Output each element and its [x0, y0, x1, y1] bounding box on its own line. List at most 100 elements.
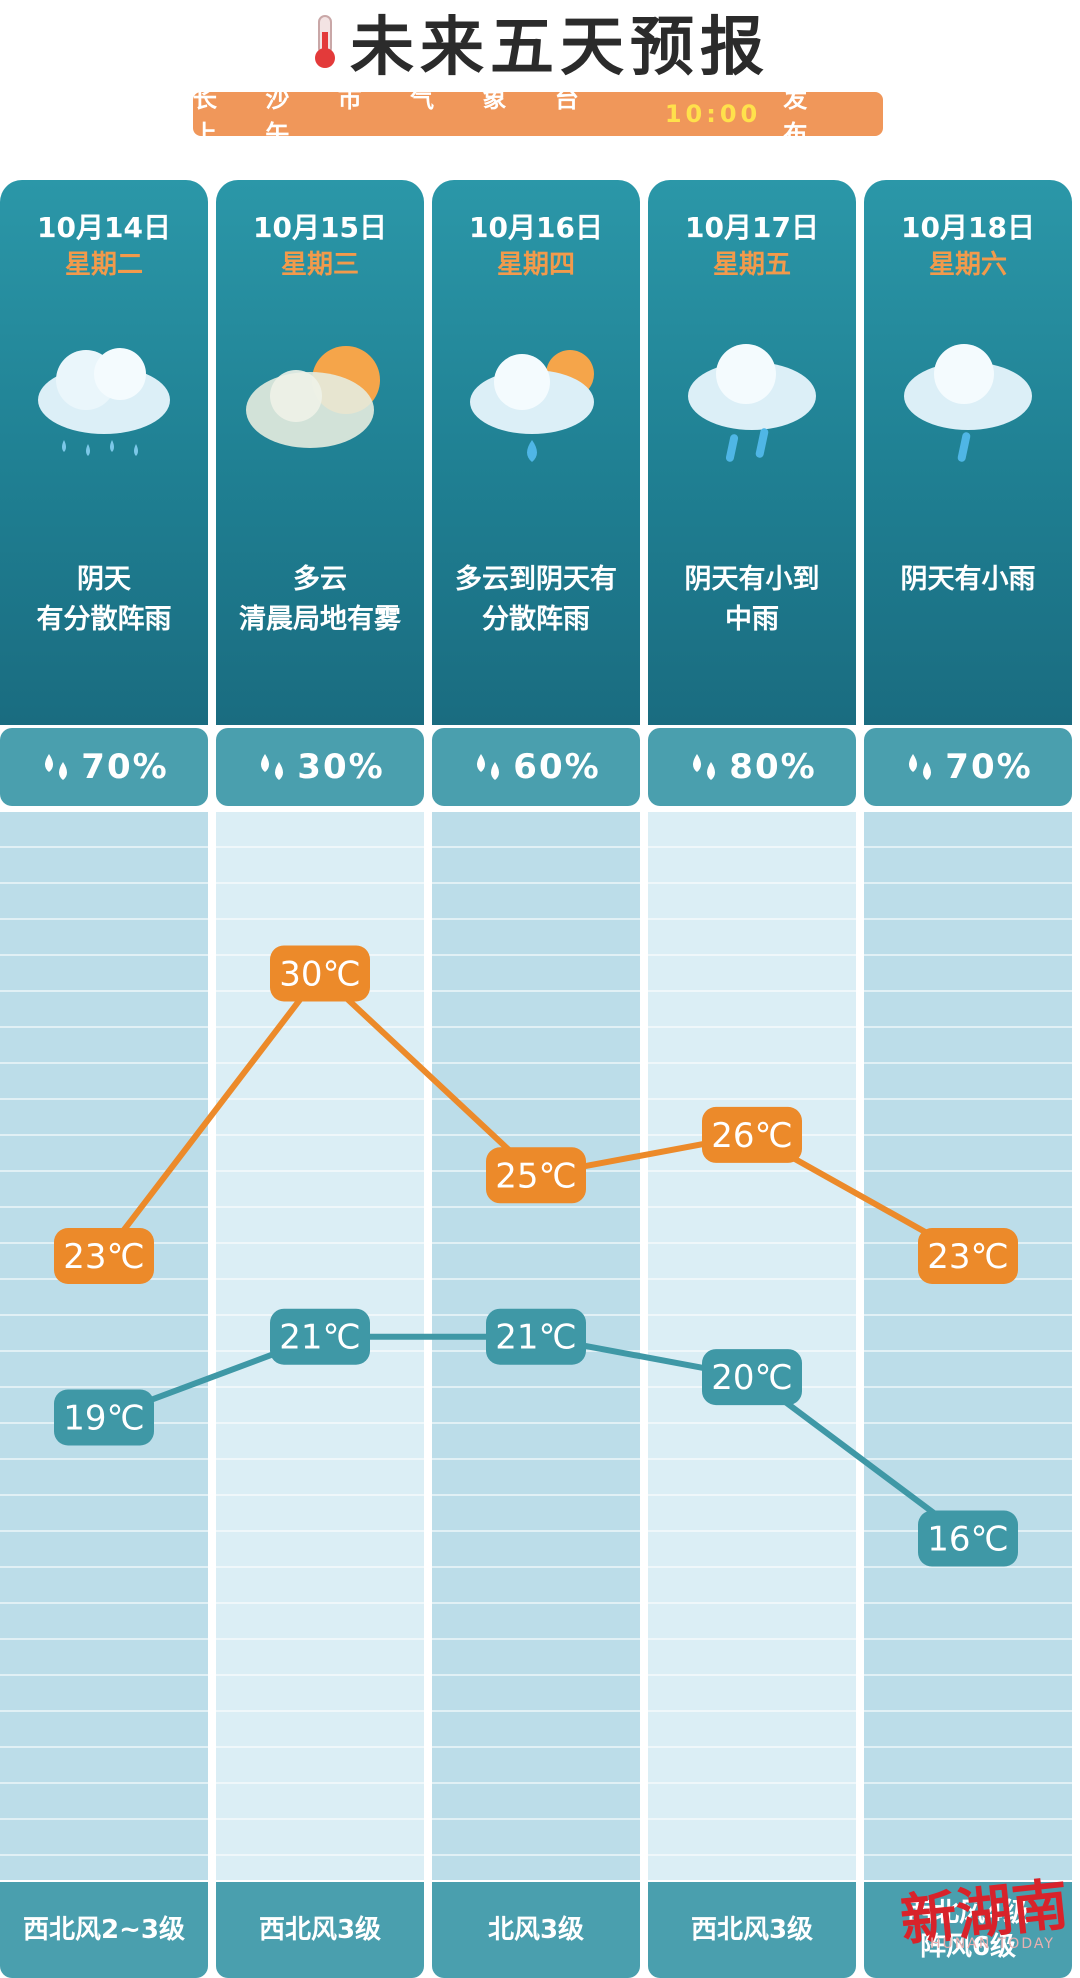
desc-line: 清晨局地有雾	[239, 604, 401, 635]
weather-desc: 多云 清晨局地有雾	[216, 560, 424, 640]
weekday-label: 星期二	[64, 250, 143, 280]
weekday-label: 星期五	[712, 250, 791, 280]
desc-line: 分散阵雨	[482, 604, 590, 635]
weekday-label: 星期六	[928, 250, 1007, 280]
water-drops-icon	[45, 754, 68, 780]
temp-marker	[54, 1228, 154, 1284]
temp-marker	[270, 945, 370, 1002]
temp-point: 23℃	[918, 1228, 1018, 1284]
temp-marker	[918, 1228, 1018, 1284]
temp-label: 30℃	[279, 954, 360, 994]
date-label: 10月18日	[901, 211, 1035, 244]
wind-info: 西北风3级	[216, 1882, 424, 1978]
date-label: 10月17日	[685, 211, 819, 244]
weather-desc: 阴天有小雨	[864, 560, 1072, 600]
temp-point: 26℃	[702, 1106, 802, 1163]
date-label: 10月14日	[37, 211, 171, 244]
temp-label: 16℃	[927, 1520, 1008, 1560]
chart-band	[864, 812, 1072, 1880]
temp-marker	[486, 1308, 586, 1365]
temp-point: 23℃	[54, 1228, 154, 1284]
day-card: 10月14日 星期二 阴天 有分散阵雨	[0, 180, 208, 725]
series-line-1	[102, 1333, 970, 1541]
desc-line: 多云到阴天有	[455, 564, 617, 595]
temp-marker	[702, 1106, 802, 1163]
sun-cloud-drop-icon	[470, 350, 594, 462]
day-card: 10月15日 星期三 多云 清晨局地有雾	[216, 180, 424, 725]
wind-info: 西北风2~3级	[0, 1882, 208, 1978]
desc-line: 阴天有小雨	[900, 564, 1036, 595]
temp-label: 20℃	[711, 1358, 792, 1398]
issue-time: 10:00	[664, 100, 762, 128]
title-text: 未来五天预报	[350, 11, 770, 85]
issuer-text: 长 沙 市 气 象 台 上 午	[193, 85, 599, 148]
wind-line: 西北风2~3级	[23, 1915, 185, 1945]
series-line-0	[101, 970, 970, 1259]
rain-value: 70%	[81, 747, 169, 787]
temp-point: 21℃	[486, 1308, 586, 1365]
desc-line: 阴天	[77, 564, 131, 595]
wind-line: 西北风4级	[906, 1898, 1030, 1928]
wind-info: 西北风3级	[648, 1882, 856, 1978]
wind-info: 西北风4级 阵风6级	[864, 1882, 1072, 1978]
wind-info: 北风3级	[432, 1882, 640, 1978]
date-label: 10月15日	[253, 211, 387, 244]
rain-chance: 70%	[0, 728, 208, 806]
temp-point: 19℃	[54, 1389, 154, 1446]
chart-band	[0, 812, 208, 1880]
water-drops-icon	[909, 754, 932, 780]
rain-value: 30%	[297, 747, 385, 787]
chart-band	[648, 812, 856, 1880]
rain-chance: 70%	[864, 728, 1072, 806]
temp-label: 21℃	[495, 1318, 576, 1358]
rain-chance: 30%	[216, 728, 424, 806]
light-rain-cloud-icon	[904, 344, 1032, 462]
weather-desc: 多云到阴天有 分散阵雨	[432, 560, 640, 640]
temp-marker	[54, 1389, 154, 1446]
temp-label: 21℃	[279, 1318, 360, 1358]
rain-cloud-icon	[38, 348, 170, 456]
temp-marker	[486, 1147, 586, 1204]
weather-desc: 阴天 有分散阵雨	[0, 560, 208, 640]
day-card: 10月17日 星期五 阴天有小到 中雨	[648, 180, 856, 725]
rain-chance: 60%	[432, 728, 640, 806]
day-card: 10月18日 星期六 阴天有小雨	[864, 180, 1072, 725]
desc-line: 有分散阵雨	[36, 604, 172, 635]
issue-suffix: 发 布	[783, 85, 828, 148]
wind-line: 阵风6级	[919, 1932, 1017, 1962]
weekday-label: 星期四	[496, 250, 575, 280]
temp-point: 21℃	[270, 1308, 370, 1365]
fog-sun-cloud-icon	[246, 346, 380, 448]
water-drops-icon	[477, 754, 500, 780]
temp-marker	[702, 1349, 802, 1406]
temp-label: 25℃	[495, 1156, 576, 1196]
temp-point: 20℃	[702, 1349, 802, 1406]
temp-label: 23℃	[63, 1237, 144, 1277]
temp-label: 23℃	[927, 1237, 1008, 1277]
desc-line: 中雨	[725, 604, 779, 635]
temp-marker	[270, 1308, 370, 1365]
issue-banner: 长 沙 市 气 象 台 上 午 10:00 发 布	[193, 85, 883, 148]
watermark-subtext: HUNAN TODAY	[930, 1936, 1055, 1952]
thermometer-icon	[315, 15, 335, 68]
rain-chance: 80%	[648, 728, 856, 806]
weekday-label: 星期三	[280, 250, 359, 280]
water-drops-icon	[261, 754, 284, 780]
page-title: 未来五天预报	[0, 0, 1080, 85]
wind-line: 西北风3级	[258, 1915, 382, 1945]
temp-point: 30℃	[270, 945, 370, 1002]
moderate-rain-cloud-icon	[688, 344, 816, 462]
date-label: 10月16日	[469, 211, 603, 244]
temp-point: 25℃	[486, 1147, 586, 1204]
temp-marker	[918, 1510, 1018, 1567]
wind-line: 西北风3级	[690, 1915, 814, 1945]
temp-label: 26℃	[711, 1116, 792, 1156]
rain-value: 60%	[513, 747, 601, 787]
temp-point: 16℃	[918, 1510, 1018, 1567]
weather-desc: 阴天有小到 中雨	[648, 560, 856, 640]
rain-value: 80%	[729, 747, 817, 787]
desc-line: 阴天有小到	[684, 564, 820, 595]
desc-line: 多云	[293, 564, 347, 595]
rain-value: 70%	[945, 747, 1033, 787]
